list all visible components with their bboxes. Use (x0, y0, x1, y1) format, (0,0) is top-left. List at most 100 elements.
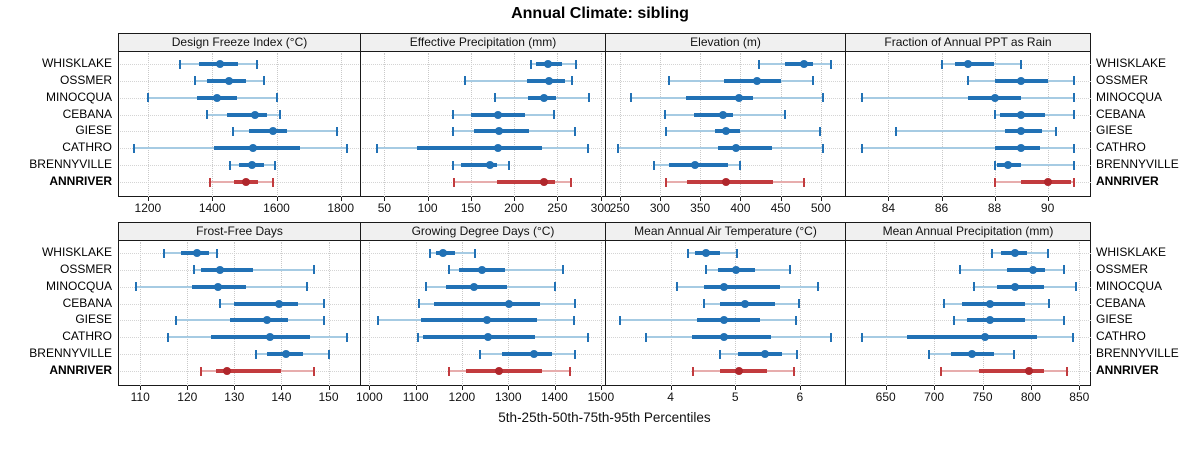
site-label-left: OSSMER (59, 261, 112, 276)
median-dot (493, 110, 502, 119)
whisker-cap (335, 126, 338, 136)
x-axis-tick (735, 386, 737, 390)
x-axis-tick-label: 100 (417, 201, 438, 215)
whisker-cap (667, 76, 670, 86)
site-label-left: ANNRIVER (49, 174, 112, 188)
x-axis-tick (619, 197, 621, 201)
gridline-vertical (659, 53, 661, 197)
whisker-cap (508, 160, 510, 170)
whisker-cap (1062, 315, 1065, 325)
site-label-right: WHISKLAKE (1096, 245, 1167, 259)
whisker-cap (554, 282, 556, 292)
median-dot (731, 265, 740, 274)
whisker-cap (793, 366, 795, 376)
gridline-vertical (212, 53, 214, 197)
gridline-vertical (281, 242, 283, 386)
median-dot (540, 93, 549, 102)
panel-plot-area (605, 51, 846, 197)
gridline-vertical (941, 53, 943, 197)
site-label-left: CATHRO (62, 329, 112, 344)
median-dot (216, 265, 225, 274)
whisker-cap (571, 76, 574, 86)
median-dot (1010, 249, 1019, 257)
x-axis-tick-label: 1000 (355, 390, 383, 404)
site-label-left: MINOCQUA (46, 278, 112, 293)
x-axis-tick (700, 197, 702, 201)
whisker-cap (254, 349, 257, 359)
gridline-vertical (619, 53, 621, 197)
whisker-5-95 (666, 130, 821, 133)
site-label-right: CEBANA (1096, 106, 1146, 121)
median-dot (1011, 282, 1020, 291)
median-dot (721, 178, 730, 186)
figure-title: Annual Climate: sibling (511, 5, 689, 22)
x-axis-tick (276, 197, 278, 201)
x-axis-tick-label: 1400 (541, 390, 568, 404)
gridline-horizontal (362, 253, 606, 254)
box-25-75 (227, 112, 267, 117)
box-25-75 (997, 284, 1045, 289)
median-dot (1028, 265, 1037, 274)
x-axis-tick (461, 386, 463, 390)
whisker-5-95 (994, 164, 1075, 167)
median-dot (1017, 144, 1025, 153)
median-dot (495, 127, 504, 136)
whisker-5-95 (194, 268, 315, 271)
whisker-cap (375, 143, 378, 153)
site-label-left: WHISKLAKE (41, 245, 112, 259)
whisker-cap (705, 265, 708, 275)
site-label-left: BRENNYVILLE (29, 346, 112, 361)
median-dot (1017, 110, 1025, 119)
median-dot (439, 249, 447, 257)
box-25-75 (465, 369, 542, 373)
x-axis-tick-label: 1300 (494, 390, 522, 404)
whisker-cap (816, 282, 819, 292)
median-dot (721, 127, 730, 136)
gridline-vertical (554, 242, 556, 386)
whisker-cap (830, 332, 833, 342)
x-axis-tick-label: 50 (377, 201, 392, 215)
median-dot (223, 367, 232, 375)
box-25-75 (201, 267, 254, 272)
median-dot (275, 299, 283, 308)
whisker-cap (313, 265, 316, 275)
site-label-right: GIESE (1096, 123, 1133, 138)
whisker-cap (569, 366, 572, 376)
median-dot (719, 333, 728, 342)
whisker-cap (821, 143, 824, 153)
box-25-75 (1006, 267, 1046, 272)
x-axis: 1000 1100 1200 1300 1400 1500 (356, 386, 614, 404)
whisker-cap (1054, 126, 1057, 136)
whisker-cap (1071, 332, 1074, 342)
gridline-horizontal (120, 253, 361, 254)
panel-strip: Effective Precipitation (mm) (360, 33, 606, 52)
gridline-vertical (994, 53, 996, 197)
x-axis-tick-label: 350 (690, 201, 711, 215)
gridline-horizontal (362, 97, 606, 99)
box-25-75 (422, 335, 536, 340)
whisker-cap (167, 332, 170, 342)
median-dot (1017, 76, 1025, 85)
whisker-cap (313, 366, 316, 376)
x-axis-tick (659, 197, 661, 201)
x-axis-tick-label: 200 (504, 201, 525, 215)
gridline-vertical (982, 242, 984, 386)
median-dot (241, 178, 250, 186)
x-axis-tick (234, 386, 236, 390)
whisker-cap (208, 177, 211, 187)
whisker-5-95 (448, 268, 564, 271)
median-dot (544, 76, 553, 85)
whisker-cap (345, 143, 348, 153)
whisker-cap (573, 349, 576, 359)
x-axis-tick (740, 197, 742, 201)
x-axis-tick (934, 386, 936, 390)
whisker-cap (447, 366, 450, 376)
site-label-right: OSSMER (1096, 261, 1149, 276)
whisker-cap (587, 93, 590, 103)
box-25-75 (719, 369, 767, 373)
x-axis-tick-label: 5 (731, 390, 739, 404)
whisker-cap (1073, 160, 1076, 170)
gridline-vertical (514, 53, 516, 197)
median-dot (720, 316, 729, 325)
whisker-cap (993, 177, 996, 187)
